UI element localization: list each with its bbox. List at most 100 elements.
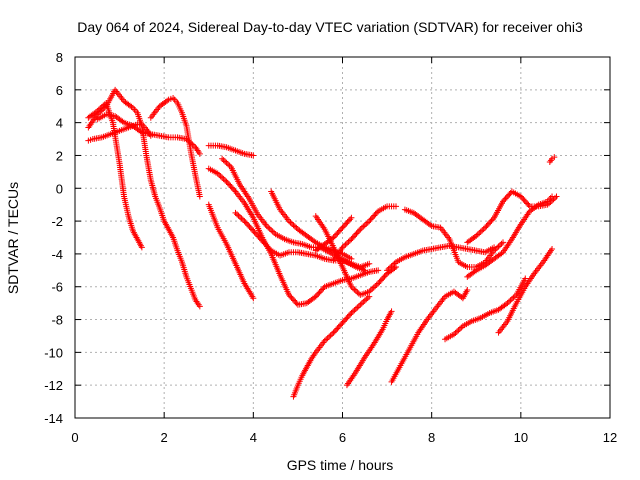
data-point	[320, 285, 327, 292]
data-point	[357, 301, 364, 308]
y-axis-label: SDTVAR / TECUs	[5, 182, 21, 294]
data-point	[348, 309, 355, 316]
data-point	[241, 218, 248, 225]
data-point	[311, 238, 318, 245]
data-point	[371, 212, 378, 219]
data-point	[239, 216, 246, 223]
data-point	[345, 312, 352, 319]
x-tick-label: 12	[603, 430, 617, 445]
data-point	[519, 194, 526, 201]
data-point	[349, 234, 356, 241]
data-point	[372, 283, 379, 290]
data-point	[494, 244, 501, 251]
data-point	[254, 232, 261, 239]
data-point	[260, 239, 267, 246]
y-tick-label: -14	[44, 411, 63, 426]
data-point	[338, 226, 345, 233]
data-point	[549, 245, 556, 252]
data-point	[348, 283, 355, 290]
data-point	[233, 211, 240, 218]
x-tick-label: 0	[71, 430, 78, 445]
data-point	[336, 227, 343, 234]
series-arc-10	[205, 201, 257, 302]
data-point	[329, 235, 336, 242]
y-tick-label: -12	[44, 378, 63, 393]
data-point	[342, 241, 349, 248]
series-arc-1	[85, 99, 145, 251]
data-point	[220, 175, 227, 182]
data-point	[450, 331, 457, 338]
data-point	[288, 294, 295, 301]
data-point	[458, 324, 465, 331]
data-point	[361, 267, 368, 274]
series-arc-13	[330, 203, 399, 264]
data-point	[331, 328, 338, 335]
data-point	[327, 332, 334, 339]
data-point	[495, 243, 502, 250]
data-point	[505, 192, 512, 199]
data-point	[504, 300, 511, 307]
data-point	[287, 219, 294, 226]
data-point	[247, 225, 254, 232]
data-point	[119, 118, 126, 125]
y-tick-label: 4	[56, 116, 63, 131]
data-point	[97, 108, 104, 115]
data-point	[266, 246, 273, 253]
data-point	[263, 223, 270, 230]
data-point	[317, 287, 324, 294]
data-point	[501, 196, 508, 203]
data-point	[363, 220, 370, 227]
data-point	[268, 227, 275, 234]
data-point	[506, 191, 513, 198]
data-point	[345, 217, 352, 224]
data-point	[348, 255, 355, 262]
data-point	[257, 236, 264, 243]
chart-title: Day 064 of 2024, Sidereal Day-to-day VTE…	[77, 19, 583, 35]
data-point	[508, 296, 515, 303]
data-point	[343, 220, 350, 227]
data-point	[500, 198, 506, 205]
data-point	[370, 284, 377, 291]
data-point	[245, 222, 252, 229]
data-point	[334, 230, 341, 237]
data-point	[217, 173, 224, 180]
data-point	[339, 244, 346, 251]
data-point	[263, 242, 270, 249]
data-point	[261, 240, 268, 247]
data-point	[491, 247, 498, 254]
data-point	[232, 209, 239, 216]
data-point	[324, 335, 331, 342]
data-point	[333, 326, 340, 333]
data-point	[335, 228, 342, 235]
series-arc-19	[290, 293, 373, 400]
data-point	[291, 223, 298, 230]
data-point	[388, 308, 395, 315]
data-point	[551, 154, 558, 161]
data-point	[250, 295, 257, 302]
data-point	[367, 216, 374, 223]
data-point	[340, 318, 347, 325]
data-point	[393, 203, 399, 210]
data-point	[339, 319, 346, 326]
data-point	[522, 275, 529, 282]
data-point	[502, 195, 509, 202]
data-point	[373, 209, 380, 216]
data-point	[222, 177, 229, 184]
data-point	[164, 97, 171, 104]
data-point	[488, 217, 495, 224]
data-point	[98, 107, 105, 114]
data-point	[524, 200, 531, 207]
data-point	[219, 174, 226, 181]
data-point	[95, 110, 102, 117]
data-point	[378, 276, 385, 283]
data-point	[476, 230, 483, 237]
data-point	[330, 329, 337, 336]
data-point	[352, 287, 359, 294]
data-point	[331, 233, 338, 240]
data-point	[505, 298, 512, 305]
data-point	[390, 261, 397, 268]
x-tick-label: 10	[514, 430, 528, 445]
data-point	[517, 193, 524, 200]
y-tick-label: 8	[56, 50, 63, 65]
data-point	[266, 225, 273, 232]
